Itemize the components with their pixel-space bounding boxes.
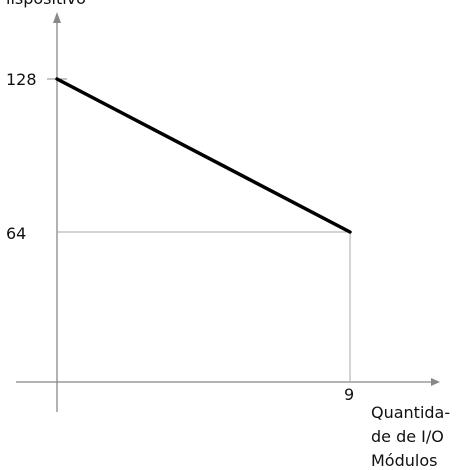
y-axis-arrow <box>53 12 61 23</box>
y-axis-label: lispositivo <box>6 0 86 8</box>
y-tick-label-128: 128 <box>6 70 37 89</box>
x-axis-arrow <box>431 378 440 386</box>
series-line <box>55 77 352 234</box>
y-tick-label-64: 64 <box>6 224 26 243</box>
x-axis-label-line-2: de de I/O <box>371 427 444 446</box>
x-tick-label-9: 9 <box>344 385 354 404</box>
x-axis-label-line-1: Quantida- <box>371 403 450 422</box>
x-axis-label-line-3: Módulos <box>371 451 437 470</box>
